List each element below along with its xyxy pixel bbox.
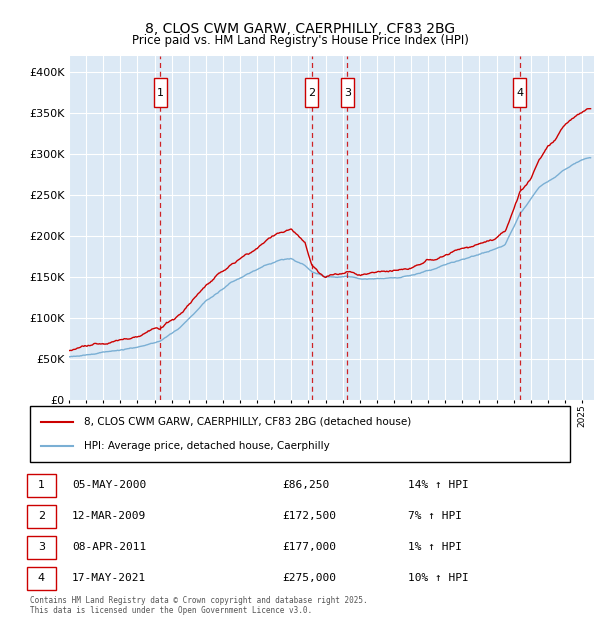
Text: £172,500: £172,500 <box>282 512 336 521</box>
Text: £275,000: £275,000 <box>282 574 336 583</box>
Text: HPI: Average price, detached house, Caerphilly: HPI: Average price, detached house, Caer… <box>84 441 330 451</box>
Text: 08-APR-2011: 08-APR-2011 <box>72 542 146 552</box>
Text: 8, CLOS CWM GARW, CAERPHILLY, CF83 2BG: 8, CLOS CWM GARW, CAERPHILLY, CF83 2BG <box>145 22 455 36</box>
Text: £86,250: £86,250 <box>282 480 329 490</box>
Text: 1: 1 <box>157 87 164 98</box>
Text: Contains HM Land Registry data © Crown copyright and database right 2025.
This d: Contains HM Land Registry data © Crown c… <box>30 596 368 615</box>
Bar <box>305 78 318 107</box>
Text: 4: 4 <box>38 573 45 583</box>
Text: 8, CLOS CWM GARW, CAERPHILLY, CF83 2BG (detached house): 8, CLOS CWM GARW, CAERPHILLY, CF83 2BG (… <box>84 417 411 427</box>
Text: 17-MAY-2021: 17-MAY-2021 <box>72 574 146 583</box>
Text: 4: 4 <box>517 87 524 98</box>
Text: 12-MAR-2009: 12-MAR-2009 <box>72 512 146 521</box>
Text: 3: 3 <box>38 542 45 552</box>
Text: Price paid vs. HM Land Registry's House Price Index (HPI): Price paid vs. HM Land Registry's House … <box>131 34 469 47</box>
Text: 7% ↑ HPI: 7% ↑ HPI <box>408 512 462 521</box>
Text: 1: 1 <box>38 480 45 490</box>
Bar <box>341 78 354 107</box>
Text: 1% ↑ HPI: 1% ↑ HPI <box>408 542 462 552</box>
Text: 05-MAY-2000: 05-MAY-2000 <box>72 480 146 490</box>
Text: 14% ↑ HPI: 14% ↑ HPI <box>408 480 469 490</box>
Bar <box>514 78 526 107</box>
Text: 10% ↑ HPI: 10% ↑ HPI <box>408 574 469 583</box>
Bar <box>154 78 167 107</box>
Text: 3: 3 <box>344 87 351 98</box>
Text: £177,000: £177,000 <box>282 542 336 552</box>
Text: 2: 2 <box>38 511 45 521</box>
Text: 2: 2 <box>308 87 315 98</box>
